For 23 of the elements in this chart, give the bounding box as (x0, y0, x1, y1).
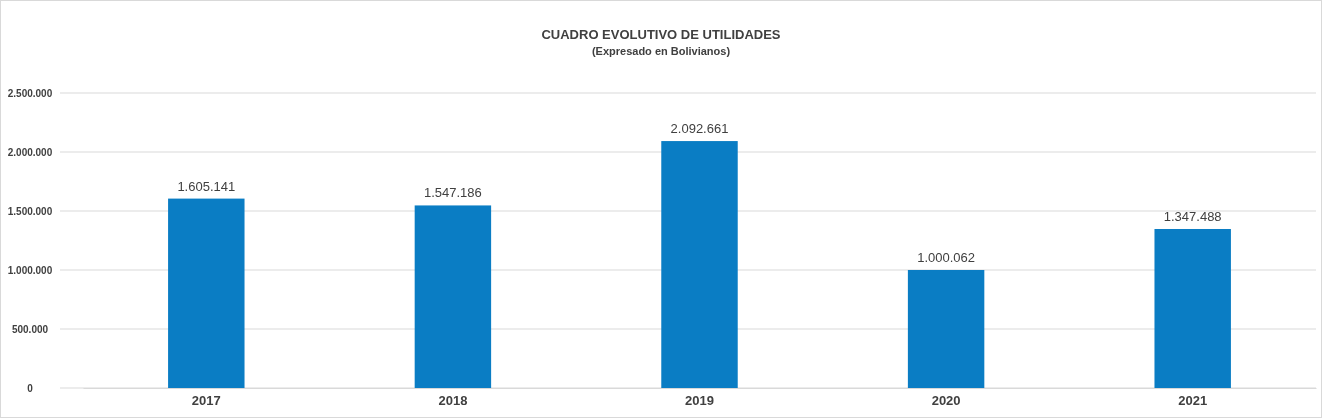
y-tick-label: 2.500.000 (7, 87, 53, 99)
y-tick-label: 500.000 (11, 323, 49, 335)
bar (1154, 229, 1231, 388)
y-tick-label: 1.000.000 (7, 264, 53, 276)
x-tick-label: 2018 (438, 393, 468, 409)
bar (414, 205, 492, 388)
x-tick-label: 2021 (1178, 393, 1208, 409)
data-label: 2.092.661 (670, 121, 729, 137)
bar (168, 198, 245, 388)
y-tick-label: 2.000.000 (7, 146, 53, 158)
bar (661, 141, 738, 388)
y-tick-label: 0 (27, 382, 34, 394)
x-tick-label: 2017 (191, 393, 221, 409)
data-label: 1.547.186 (423, 185, 482, 201)
y-tick-label: 1.500.000 (7, 205, 53, 217)
data-label: 1.347.488 (1163, 209, 1222, 224)
chart-subtitle: (Expresado en Bolivianos) (591, 45, 731, 57)
data-label: 1.605.141 (177, 178, 236, 194)
x-tick-label: 2020 (931, 393, 961, 409)
data-label: 1.000.062 (917, 249, 976, 265)
chart-title: CUADRO EVOLUTIVO DE UTILIDADES (541, 27, 781, 42)
bar (907, 269, 985, 388)
x-tick-label: 2019 (685, 393, 714, 409)
